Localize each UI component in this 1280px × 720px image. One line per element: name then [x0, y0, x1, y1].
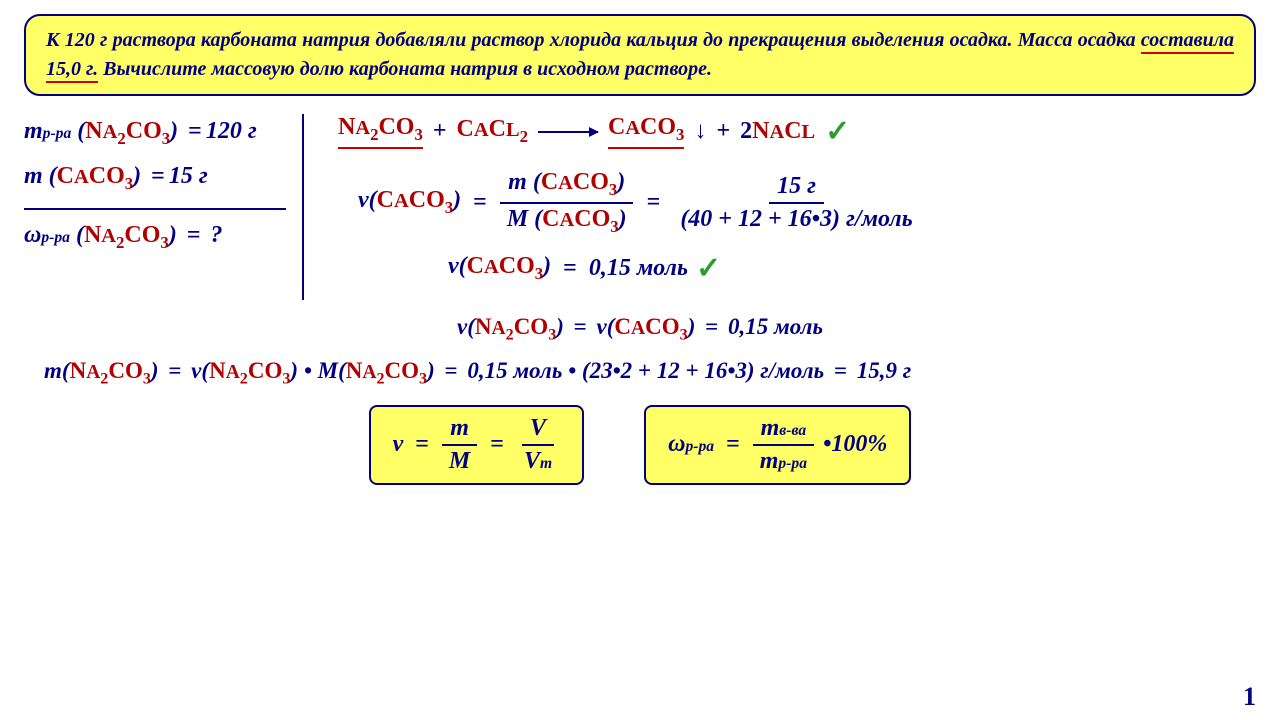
- s4-result: 15,9 г: [857, 358, 912, 383]
- s4-c-sp: NA2CO3: [346, 358, 427, 383]
- s3-val: 0,15 моль: [728, 314, 823, 339]
- reaction-equation: NA2CO3 + CACL2 CACO3 ↓ + 2NACL ✓: [328, 114, 1256, 149]
- f1-f2-den: Vm: [524, 448, 552, 474]
- s3-rsp: CACO3: [614, 314, 687, 339]
- s1-f2-den: (40 + 12 + 16•3) г/моль: [672, 204, 920, 233]
- given3-species: NA2CO3: [84, 222, 169, 248]
- reactant-2: CACL2: [457, 116, 528, 147]
- s3-lsp: NA2CO3: [475, 314, 556, 339]
- formula-box-2: ωр-ра = mв-ва mр-ра •100%: [644, 405, 911, 485]
- product-2: NACL: [752, 118, 815, 144]
- step-3: ν(NA2CO3) = ν(CACO3) = 0,15 моль: [24, 314, 1256, 345]
- step-2: ν(CACO3) = 0,15 моль ✓: [328, 251, 1256, 286]
- main-area: mр-ра (NA2CO3) =120 г m (CACO3) =15 г ωр…: [24, 114, 1256, 300]
- s1-f1-num-sp: CACO3: [541, 169, 617, 195]
- check-icon-1: ✓: [825, 114, 850, 149]
- s1-lhs-sp: CACO3: [377, 187, 453, 213]
- f2-num-sym: m: [761, 415, 780, 441]
- given3-val: ?: [211, 222, 223, 248]
- s4-a-sp: NA2CO3: [70, 358, 151, 383]
- given-block: mр-ра (NA2CO3) =120 г m (CACO3) =15 г ωр…: [24, 114, 304, 300]
- s3-rsym: ν: [597, 314, 607, 339]
- formula-box-1: ν = m M = V Vm: [369, 405, 585, 485]
- given2-val: 15 г: [169, 163, 208, 189]
- given3-sym: ω: [24, 222, 41, 248]
- f1-lhs: ν: [393, 431, 404, 458]
- f1-frac2: V Vm: [516, 415, 560, 475]
- s4-numeric: 0,15 моль • (23•2 + 12 + 16•3) г/моль: [467, 358, 824, 383]
- problem-box: К 120 г раствора карбоната натрия добавл…: [24, 14, 1256, 96]
- f2-lhs-sub: р-ра: [685, 438, 714, 455]
- given2-species: CACO3: [57, 163, 133, 189]
- formula-boxes: ν = m M = V Vm ωр-ра = mв-ва mр-ра •100%: [24, 405, 1256, 485]
- plus-2: +: [716, 118, 730, 145]
- reactant-1: NA2CO3: [338, 114, 423, 149]
- given1-species: NA2CO3: [85, 118, 170, 144]
- f1-f2-num: V: [522, 415, 554, 446]
- step-1: ν(CACO3) = m (CACO3) M (CACO3) = 15 г (4…: [328, 169, 1256, 237]
- s4-b-sp: NA2CO3: [209, 358, 290, 383]
- plus-1: +: [433, 118, 447, 145]
- given-divider: [24, 208, 286, 210]
- f2-tail: •100%: [823, 431, 887, 458]
- s4-a-sym: m: [44, 358, 62, 383]
- s1-f2-num: 15 г: [769, 173, 824, 204]
- f2-num-sub: в-ва: [779, 422, 806, 439]
- s1-f1-den-sym: M: [507, 206, 528, 232]
- f2-lhs: ω: [668, 431, 685, 457]
- given1-sym: m: [24, 118, 43, 144]
- precipitate-arrow-icon: ↓: [694, 118, 706, 145]
- f2-den-sub: р-ра: [778, 455, 807, 472]
- s1-f1-den-sp: CACO3: [542, 206, 618, 232]
- f2-den-sym: m: [760, 448, 779, 474]
- reaction-arrow-icon: [538, 131, 598, 133]
- product-1: CACO3: [608, 114, 684, 149]
- given-row-1: mр-ра (NA2CO3) =120 г: [24, 118, 286, 149]
- step-4: m(NA2CO3) = ν(NA2CO3) • M(NA2CO3) = 0,15…: [44, 358, 1256, 389]
- s2-val: 0,15 моль: [589, 255, 688, 282]
- s2-sp: CACO3: [467, 253, 543, 279]
- given-row-2: m (CACO3) =15 г: [24, 163, 286, 194]
- given-row-3: ωр-ра (NA2CO3) = ?: [24, 222, 286, 253]
- page-number: 1: [1243, 682, 1256, 712]
- solution-block: NA2CO3 + CACL2 CACO3 ↓ + 2NACL ✓ ν(CACO3)…: [304, 114, 1256, 300]
- given2-sym: m: [24, 163, 43, 189]
- s1-lhs-sym: ν: [358, 187, 369, 213]
- s3-lsym: ν: [457, 314, 467, 339]
- s4-c-sym: M: [318, 358, 338, 383]
- problem-text-after: Вычислите массовую долю карбоната натрия…: [98, 58, 712, 80]
- f2-frac: mв-ва mр-ра: [752, 415, 815, 475]
- s4-b-sym: ν: [191, 358, 201, 383]
- f1-frac1: m M: [441, 415, 478, 475]
- s1-frac2: 15 г (40 + 12 + 16•3) г/моль: [672, 173, 920, 233]
- f1-f1-den: M: [441, 446, 478, 475]
- given1-sub: р-ра: [43, 125, 72, 142]
- given3-sub: р-ра: [41, 229, 70, 246]
- s1-f1-num-sym: m: [508, 169, 527, 195]
- s1-frac1: m (CACO3) M (CACO3): [499, 169, 635, 237]
- s2-sym: ν: [448, 253, 459, 279]
- check-icon-2: ✓: [696, 251, 721, 286]
- coef-2: 2: [740, 118, 752, 144]
- f1-f1-num: m: [442, 415, 477, 446]
- given1-val: 120 г: [206, 118, 257, 144]
- problem-text-before: К 120 г раствора карбоната натрия добавл…: [46, 29, 1141, 51]
